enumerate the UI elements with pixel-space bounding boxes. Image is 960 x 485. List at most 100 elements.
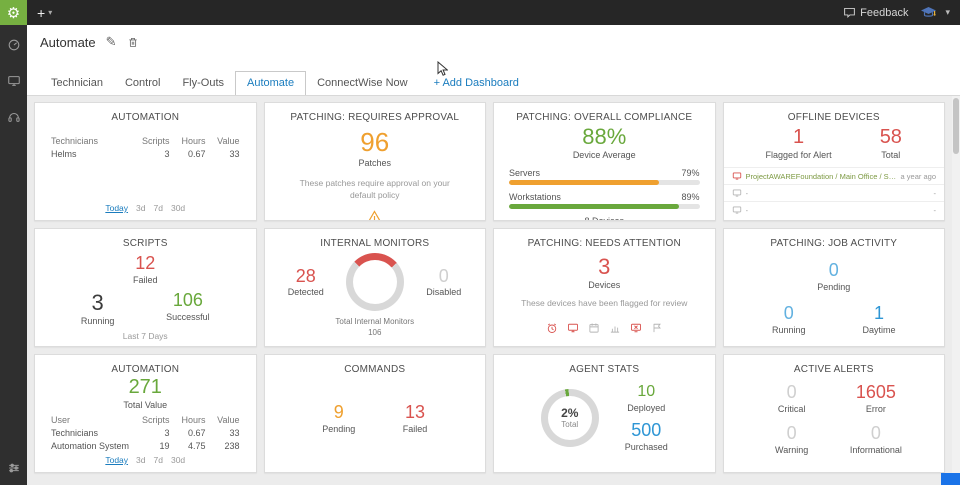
list-item[interactable]: ProjectAWAREFoundation / Main Office / S…: [723, 167, 944, 184]
jobs-daytime-count: 1: [873, 302, 884, 323]
delete-trash-icon[interactable]: [127, 36, 139, 49]
computer-icon: [732, 171, 742, 181]
add-dashboard-button[interactable]: + Add Dashboard: [433, 77, 519, 89]
col-header: Value: [217, 136, 240, 146]
top-bar: ⚙ + ▾ Feedback ▾: [0, 0, 960, 25]
monitors-detected-count: 28: [295, 265, 316, 286]
list-item[interactable]: - -: [723, 201, 944, 218]
tab-control[interactable]: Control: [124, 77, 161, 89]
automation-table: Technicians Scripts Hours Value Helms 3 …: [35, 135, 256, 161]
monitor-icon[interactable]: [567, 322, 579, 334]
tab-connectwise-now[interactable]: ConnectWise Now: [317, 77, 408, 89]
scrollbar-thumb[interactable]: [953, 98, 959, 154]
calendar-icon[interactable]: [588, 322, 600, 334]
chart-icon[interactable]: [609, 322, 621, 334]
remote-control-icon[interactable]: [7, 74, 21, 88]
attention-devices-count: 3: [598, 254, 611, 279]
monitor-x-icon[interactable]: [630, 322, 642, 334]
table-cell: 4.75: [187, 441, 206, 451]
commands-pending-count: 9: [333, 402, 344, 422]
flagged-label: Flagged for Alert: [765, 150, 832, 160]
card-patching-overall-compliance: PATCHING: OVERALL COMPLIANCE 88% Device …: [493, 102, 716, 221]
devices-count: 8 Devices: [494, 216, 715, 220]
range-3d-link[interactable]: 3d: [136, 203, 146, 213]
feedback-button[interactable]: Feedback: [843, 6, 908, 19]
chevron-down-icon: ▾: [48, 8, 53, 17]
table-cell: Helms: [51, 149, 77, 159]
feedback-label: Feedback: [860, 6, 909, 19]
total-value-label: Total Value: [123, 400, 168, 410]
range-today-link[interactable]: Today: [105, 455, 129, 465]
offline-total-label: Total: [881, 150, 901, 160]
alerts-critical-label: Critical: [777, 403, 806, 414]
scripts-running-count: 3: [91, 289, 104, 315]
user-menu-chevron-icon[interactable]: ▾: [945, 7, 950, 17]
servers-progress-bar: [509, 180, 700, 186]
table-cell: 3: [164, 428, 170, 438]
agent-percent: 2%: [561, 406, 579, 421]
university-icon[interactable]: [920, 6, 937, 20]
table-cell: 0.67: [187, 149, 206, 159]
device-last-seen: -: [933, 205, 937, 215]
tab-fly-outs[interactable]: Fly-Outs: [182, 77, 225, 89]
edit-pencil-icon[interactable]: ✎: [105, 34, 117, 49]
attention-action-icons: [494, 322, 715, 334]
flag-icon[interactable]: [651, 322, 663, 334]
scripts-successful-label: Successful: [166, 311, 210, 322]
monitors-detected-label: Detected: [287, 287, 324, 298]
scripts-failed-count: 12: [135, 253, 156, 273]
settings-sliders-icon[interactable]: [0, 461, 27, 475]
agents-purchased-label: Purchased: [624, 441, 668, 452]
approval-note: These patches require approval on your d…: [299, 178, 450, 200]
warning-triangle-icon: [265, 210, 486, 220]
alerts-warning-count: 0: [786, 422, 797, 443]
automation-table: User Scripts Hours Value Technicians 3 0…: [35, 414, 256, 453]
card-title: SCRIPTS: [122, 238, 168, 249]
range-7d-link[interactable]: 7d: [153, 203, 163, 213]
jobs-running-label: Running: [771, 324, 806, 335]
card-title: PATCHING: JOB ACTIVITY: [770, 238, 898, 249]
tab-technician[interactable]: Technician: [51, 77, 103, 89]
card-patching-requires-approval: PATCHING: REQUIRES APPROVAL 96 Patches T…: [263, 102, 486, 221]
jobs-pending-label: Pending: [817, 281, 851, 292]
page-title: Automate: [40, 34, 96, 50]
monitors-disabled-count: 0: [438, 265, 449, 286]
list-item[interactable]: - -: [723, 184, 944, 201]
automate-logo[interactable]: ⚙: [0, 0, 27, 25]
range-7d-link[interactable]: 7d: [153, 455, 163, 465]
dashboard-icon[interactable]: [7, 38, 21, 52]
tab-automate[interactable]: Automate: [235, 71, 307, 95]
scripts-running-label: Running: [80, 315, 115, 326]
card-title: PATCHING: REQUIRES APPROVAL: [290, 112, 460, 123]
left-sidebar: [0, 25, 27, 485]
bar-label-workstations: Workstations: [509, 192, 561, 203]
jobs-daytime-label: Daytime: [862, 324, 896, 335]
attention-note: These devices have been flagged for revi…: [521, 298, 688, 309]
range-3d-link[interactable]: 3d: [136, 455, 146, 465]
monitors-total-label: Total Internal Monitors: [335, 317, 415, 326]
vertical-scrollbar[interactable]: [952, 96, 960, 473]
attention-devices-label: Devices: [588, 280, 621, 291]
range-30d-link[interactable]: 30d: [170, 455, 186, 465]
offline-total-count: 58: [879, 126, 902, 148]
new-item-button[interactable]: + ▾: [37, 5, 52, 21]
support-headset-icon[interactable]: [7, 110, 21, 124]
monitors-disabled-label: Disabled: [426, 287, 462, 298]
card-patching-job-activity: PATCHING: JOB ACTIVITY 0 Pending 0 Runni…: [722, 228, 945, 347]
monitors-total-value: 106: [368, 328, 382, 338]
device-name: -: [745, 188, 749, 198]
dashboard-tabs: Technician Control Fly-Outs Automate Con…: [40, 71, 960, 95]
agent-donut-chart: 2% Total: [540, 388, 599, 447]
col-header: Scripts: [141, 415, 170, 425]
commands-failed-count: 13: [404, 402, 425, 422]
monitors-donut-chart: [345, 253, 404, 311]
jobs-pending-count: 0: [828, 260, 839, 280]
card-automation-total-value: AUTOMATION 271 Total Value User Scripts …: [34, 354, 257, 473]
computer-icon: [732, 188, 742, 198]
range-30d-link[interactable]: 30d: [170, 203, 186, 213]
alerts-error-label: Error: [865, 403, 886, 414]
range-today-link[interactable]: Today: [105, 203, 129, 213]
chat-widget-corner[interactable]: [941, 473, 960, 485]
alarm-clock-icon[interactable]: [546, 322, 558, 334]
